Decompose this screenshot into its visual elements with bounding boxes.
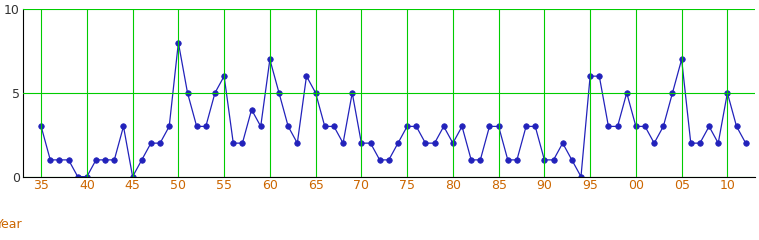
X-axis label: Year: Year — [0, 218, 23, 232]
